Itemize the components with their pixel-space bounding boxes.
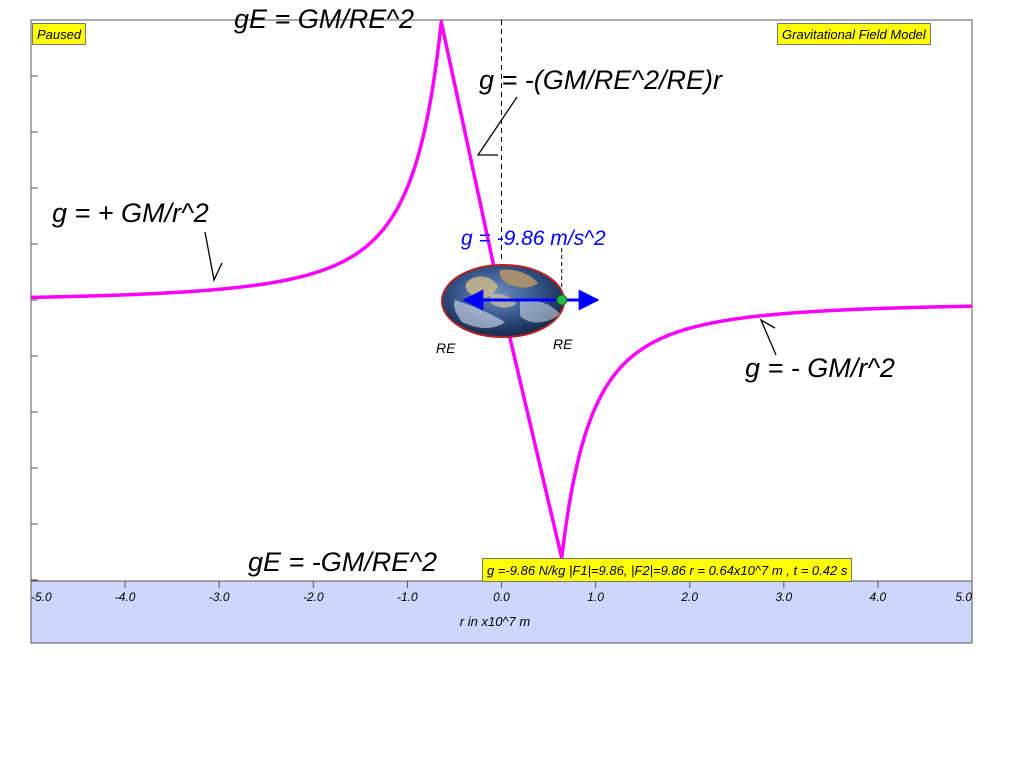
inner-region-label: g = -(GM/RE^2/RE)r	[479, 65, 723, 95]
radius-right-label: RE	[553, 336, 573, 352]
x-tick-label: -3.0	[209, 590, 230, 604]
left-region-pointer	[204, 231, 223, 283]
x-tick-label: -5.0	[31, 590, 52, 604]
bottom-peak-label: gE = -GM/RE^2	[248, 547, 437, 577]
readout-badge: g =-9.86 N/kg |F1|=9.86, |F2|=9.86 r = 0…	[482, 558, 853, 582]
x-tick-label: -2.0	[303, 590, 324, 604]
x-axis-panel	[30, 580, 973, 644]
y-axis-ticks	[31, 19, 38, 581]
field-value-label: g = -9.86 m/s^2	[461, 227, 606, 250]
x-tick-label: -4.0	[115, 590, 136, 604]
x-tick-label: 3.0	[775, 590, 792, 604]
x-tick-label: 2.0	[680, 590, 698, 604]
x-tick-label: 5.0	[955, 590, 972, 604]
left-region-label: g = + GM/r^2	[52, 198, 209, 228]
x-tick-label: -1.0	[397, 590, 418, 604]
right-region-pointer	[759, 318, 777, 356]
x-axis-label: r in x10^7 m	[460, 614, 531, 629]
top-peak-label: gE = GM/RE^2	[234, 4, 414, 34]
x-tick-label: 1.0	[587, 590, 604, 604]
x-tick-label: 4.0	[870, 590, 887, 604]
model-title-badge: Gravitational Field Model	[777, 23, 931, 45]
radius-left-label: RE	[436, 340, 456, 356]
x-tick-label: 0.0	[493, 590, 510, 604]
right-region-label: g = - GM/r^2	[745, 353, 895, 383]
inner-region-pointer	[476, 96, 518, 156]
status-badge: Paused	[32, 23, 87, 45]
probe-mass-dot[interactable]	[556, 294, 568, 306]
x-axis-ticks: -5.0 -4.0 -3.0 -2.0 -1.0 0.0 1.0 2.0 3.0 4.0 5.0	[30, 581, 973, 604]
